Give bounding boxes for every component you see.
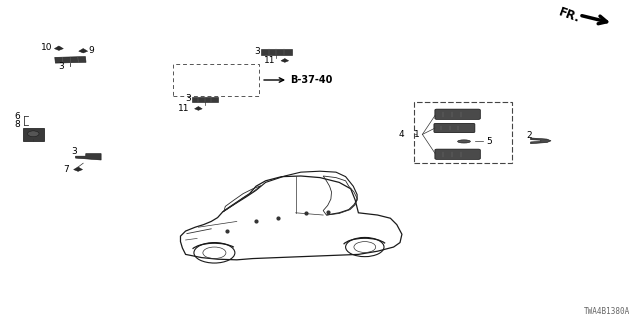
Polygon shape bbox=[76, 154, 101, 160]
Text: FR.: FR. bbox=[557, 5, 582, 25]
Polygon shape bbox=[281, 59, 289, 62]
Text: 3: 3 bbox=[71, 148, 77, 156]
Polygon shape bbox=[74, 167, 83, 172]
Polygon shape bbox=[79, 49, 88, 53]
Polygon shape bbox=[195, 107, 202, 110]
Bar bbox=[192, 97, 218, 102]
Text: 3: 3 bbox=[255, 47, 260, 56]
Text: B-37-40: B-37-40 bbox=[290, 75, 332, 85]
Text: 6: 6 bbox=[15, 112, 20, 121]
FancyBboxPatch shape bbox=[435, 149, 480, 159]
Circle shape bbox=[28, 131, 39, 137]
Text: 1: 1 bbox=[414, 130, 420, 139]
Text: 9: 9 bbox=[88, 46, 94, 55]
Text: TWA4B1380A: TWA4B1380A bbox=[584, 307, 630, 316]
Text: 3: 3 bbox=[58, 62, 64, 71]
Polygon shape bbox=[54, 46, 63, 51]
Text: 3: 3 bbox=[185, 94, 191, 103]
Polygon shape bbox=[531, 138, 551, 144]
Ellipse shape bbox=[458, 140, 470, 143]
Text: 10: 10 bbox=[41, 44, 52, 52]
Text: 7: 7 bbox=[63, 165, 69, 174]
Bar bbox=[261, 49, 292, 55]
Text: 8: 8 bbox=[15, 120, 20, 129]
Bar bbox=[55, 57, 86, 63]
Text: 11: 11 bbox=[264, 56, 275, 65]
Bar bbox=[23, 128, 44, 141]
Bar bbox=[414, 102, 512, 163]
Text: 4: 4 bbox=[399, 130, 404, 139]
FancyBboxPatch shape bbox=[435, 109, 480, 119]
FancyBboxPatch shape bbox=[434, 123, 475, 132]
Text: 11: 11 bbox=[178, 104, 189, 113]
Text: 2: 2 bbox=[526, 132, 532, 140]
Text: 5: 5 bbox=[486, 137, 492, 146]
Bar bbox=[173, 64, 259, 96]
